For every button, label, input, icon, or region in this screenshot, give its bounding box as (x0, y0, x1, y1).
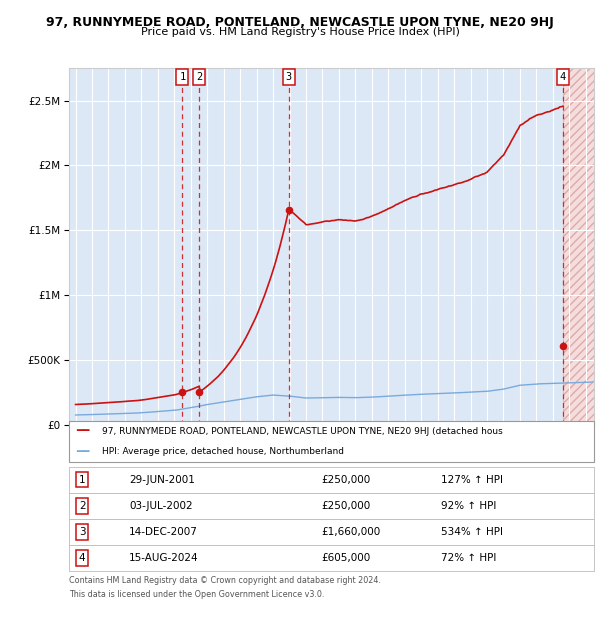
Text: £605,000: £605,000 (321, 553, 370, 563)
Bar (563, 68, 594, 425)
Text: 14-DEC-2007: 14-DEC-2007 (129, 527, 198, 537)
Text: 1: 1 (79, 475, 86, 485)
Text: ━━: ━━ (76, 426, 90, 436)
Text: £250,000: £250,000 (321, 501, 370, 511)
Text: £250,000: £250,000 (321, 475, 370, 485)
Text: 15-AUG-2024: 15-AUG-2024 (129, 553, 199, 563)
Text: 534% ↑ HPI: 534% ↑ HPI (441, 527, 503, 537)
Text: Contains HM Land Registry data © Crown copyright and database right 2024.: Contains HM Land Registry data © Crown c… (69, 576, 381, 585)
Text: 97, RUNNYMEDE ROAD, PONTELAND, NEWCASTLE UPON TYNE, NE20 9HJ (detached hous: 97, RUNNYMEDE ROAD, PONTELAND, NEWCASTLE… (102, 427, 503, 436)
Text: 2: 2 (196, 72, 202, 82)
Text: 3: 3 (286, 72, 292, 82)
Text: 29-JUN-2001: 29-JUN-2001 (129, 475, 195, 485)
Text: 1: 1 (179, 72, 185, 82)
Text: This data is licensed under the Open Government Licence v3.0.: This data is licensed under the Open Gov… (69, 590, 325, 599)
Text: 97, RUNNYMEDE ROAD, PONTELAND, NEWCASTLE UPON TYNE, NE20 9HJ: 97, RUNNYMEDE ROAD, PONTELAND, NEWCASTLE… (46, 16, 554, 29)
Text: 92% ↑ HPI: 92% ↑ HPI (441, 501, 496, 511)
Bar (563, 68, 594, 425)
Text: £1,660,000: £1,660,000 (321, 527, 380, 537)
Text: 03-JUL-2002: 03-JUL-2002 (129, 501, 193, 511)
Text: 72% ↑ HPI: 72% ↑ HPI (441, 553, 496, 563)
Text: 4: 4 (560, 72, 566, 82)
Text: ━━: ━━ (76, 446, 90, 457)
Text: 2: 2 (79, 501, 86, 511)
Text: Price paid vs. HM Land Registry's House Price Index (HPI): Price paid vs. HM Land Registry's House … (140, 27, 460, 37)
Text: HPI: Average price, detached house, Northumberland: HPI: Average price, detached house, Nort… (102, 447, 344, 456)
Text: 4: 4 (79, 553, 86, 563)
Text: 3: 3 (79, 527, 86, 537)
Text: 127% ↑ HPI: 127% ↑ HPI (441, 475, 503, 485)
